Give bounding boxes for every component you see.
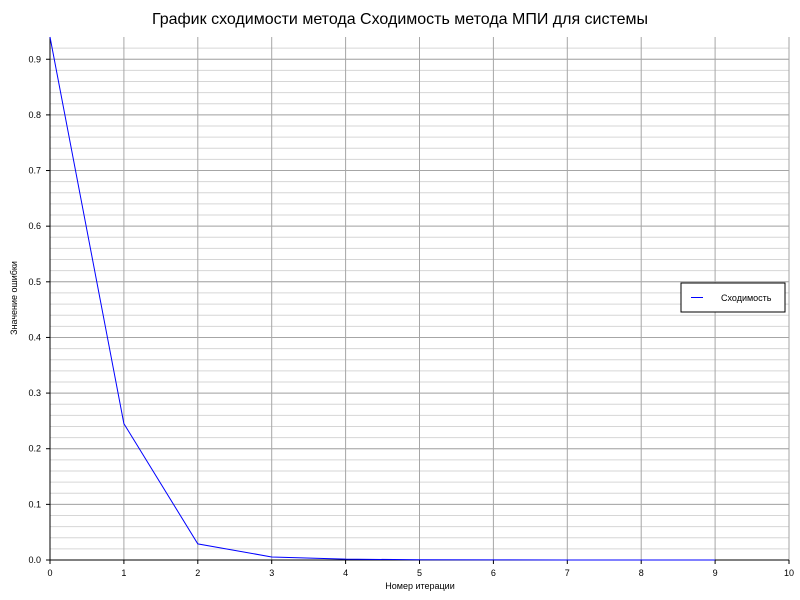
- x-tick-label: 2: [195, 568, 200, 578]
- y-tick-label: 0.6: [28, 221, 41, 231]
- x-tick-label: 0: [47, 568, 52, 578]
- y-axis-ticks: 0.0 0.1 0.2 0.3 0.4 0.5 0.6 0.7 0.8 0.9: [28, 54, 50, 565]
- y-tick-label: 0.2: [28, 444, 41, 454]
- y-tick-label: 0.4: [28, 332, 41, 342]
- y-tick-label: 0.3: [28, 388, 41, 398]
- series-line: [49, 36, 716, 561]
- major-gridlines: [50, 37, 790, 560]
- x-tick-label: 1: [121, 568, 126, 578]
- y-axis-label: Значение ошибки: [9, 261, 19, 335]
- x-tick-label: 9: [713, 568, 718, 578]
- y-tick-label: 0.5: [28, 277, 41, 287]
- y-tick-label: 0.8: [28, 110, 41, 120]
- series-group: [49, 36, 716, 561]
- legend: Сходимость: [680, 282, 786, 313]
- x-tick-label: 6: [491, 568, 496, 578]
- x-axis-label: Номер итерации: [385, 581, 454, 591]
- x-tick-label: 8: [639, 568, 644, 578]
- x-tick-label: 4: [343, 568, 348, 578]
- x-tick-label: 7: [565, 568, 570, 578]
- chart-title: График сходимости метода Сходимость мето…: [151, 11, 649, 28]
- x-tick-label: 5: [417, 568, 422, 578]
- legend-label: Сходимость: [721, 293, 772, 303]
- x-tick-label: 10: [784, 568, 794, 578]
- y-tick-label: 0.1: [28, 499, 41, 509]
- x-tick-label: 3: [269, 568, 274, 578]
- y-tick-label: 0.7: [28, 166, 41, 176]
- y-tick-label: 0.9: [28, 54, 41, 64]
- y-tick-label: 0.0: [28, 555, 41, 565]
- x-axis-ticks: 0 1 2 3 4 5 6 7 8 9 10: [47, 560, 794, 578]
